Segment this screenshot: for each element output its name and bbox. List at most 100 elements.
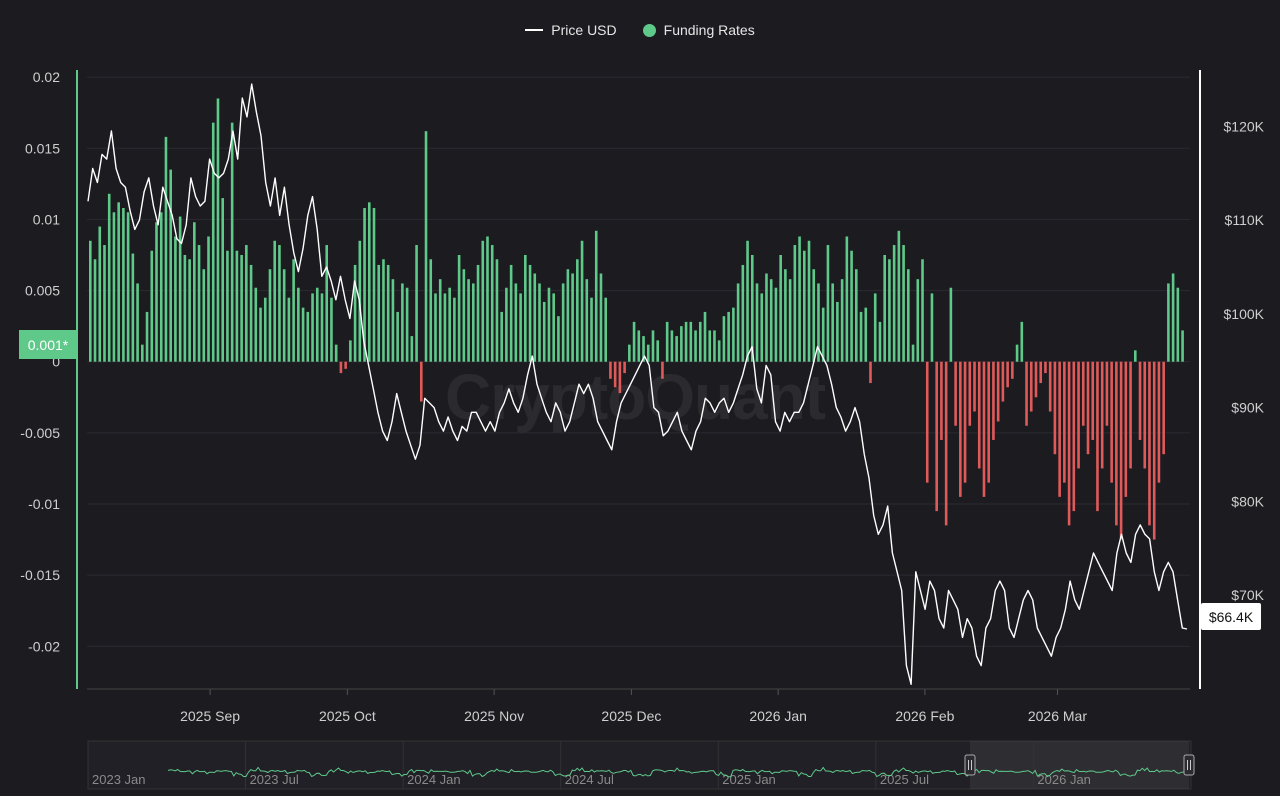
left-axis-tick-label: 0.005 xyxy=(25,283,60,299)
funding-bar xyxy=(684,321,688,362)
navigator-funding-series xyxy=(167,766,1189,778)
funding-bar xyxy=(959,361,962,497)
funding-bar xyxy=(1138,361,1142,440)
funding-bar xyxy=(599,273,603,362)
funding-bar xyxy=(509,264,513,362)
funding-bar xyxy=(741,264,745,362)
funding-bar xyxy=(940,361,943,440)
funding-bar xyxy=(1020,321,1024,362)
left-axis-tick-label: -0.015 xyxy=(20,567,60,583)
funding-bar xyxy=(1025,361,1028,426)
funding-bar xyxy=(973,361,976,412)
funding-bar xyxy=(1167,283,1170,362)
funding-bar xyxy=(1063,361,1066,483)
funding-bar xyxy=(505,287,508,362)
funding-bar xyxy=(453,297,456,362)
funding-bar xyxy=(297,287,300,362)
funding-bar xyxy=(987,361,991,483)
funding-bar xyxy=(732,307,735,362)
funding-bar xyxy=(150,250,154,362)
funding-bar xyxy=(836,301,839,362)
funding-bar xyxy=(618,361,622,394)
funding-bar xyxy=(282,269,286,362)
x-axis-tick-label: 2025 Dec xyxy=(601,708,661,724)
funding-bar xyxy=(211,122,215,362)
funding-bar xyxy=(344,361,347,369)
funding-bar xyxy=(178,216,182,362)
funding-bar xyxy=(419,361,423,402)
funding-bar xyxy=(391,279,395,362)
funding-bar xyxy=(557,316,560,362)
navigator-tick-label: 2025 Jul xyxy=(880,772,929,787)
price-line-swatch xyxy=(525,29,544,31)
funding-bar xyxy=(873,293,877,362)
funding-bar xyxy=(921,259,924,362)
funding-bar xyxy=(708,330,712,362)
funding-bar xyxy=(1162,361,1165,455)
funding-bar xyxy=(301,307,305,362)
funding-bar xyxy=(1133,350,1137,362)
funding-bar xyxy=(1039,361,1043,384)
funding-bar xyxy=(311,293,314,362)
funding-bar xyxy=(949,287,953,362)
funding-bar xyxy=(547,287,551,362)
funding-bar xyxy=(604,297,607,362)
funding-bar xyxy=(1096,361,1099,512)
funding-bar xyxy=(197,245,201,362)
funding-bar xyxy=(1048,361,1052,412)
funding-bar xyxy=(793,245,797,362)
funding-bar xyxy=(89,240,92,362)
funding-bar xyxy=(675,336,678,362)
funding-bar xyxy=(750,254,754,362)
funding-bar xyxy=(585,279,589,362)
funding-bar xyxy=(817,283,820,362)
funding-bar xyxy=(377,264,381,362)
right-axis-tick-label: $90K xyxy=(1231,400,1264,416)
left-axis-tick-label: 0.01 xyxy=(33,211,60,227)
funding-bar xyxy=(779,254,782,362)
funding-bar xyxy=(977,361,981,469)
funding-bar xyxy=(334,344,338,362)
funding-bar xyxy=(98,226,102,362)
right-axis-tick-label: $100K xyxy=(1224,306,1265,322)
legend-item-price[interactable]: Price USD xyxy=(525,22,617,38)
x-axis-tick-label: 2026 Mar xyxy=(1028,708,1087,724)
funding-bar xyxy=(1034,361,1038,398)
funding-bar xyxy=(1115,361,1118,526)
funding-bar xyxy=(438,279,442,362)
funding-bar xyxy=(183,254,187,362)
legend-item-funding[interactable]: Funding Rates xyxy=(642,22,755,38)
funding-bar xyxy=(755,283,759,362)
funding-bar xyxy=(1058,361,1061,497)
funding-bar xyxy=(935,361,938,512)
funding-bar xyxy=(396,311,399,362)
funding-bar xyxy=(415,245,418,362)
left-axis-tick-label: 0.02 xyxy=(33,69,60,85)
navigator-tick-label: 2024 Jan xyxy=(407,772,461,787)
funding-bar xyxy=(259,307,262,362)
funding-bar xyxy=(1081,361,1085,426)
funding-bar xyxy=(1152,361,1156,540)
right-axis-tick-label: $80K xyxy=(1231,493,1264,509)
funding-bar xyxy=(864,307,868,362)
funding-bar xyxy=(405,287,409,362)
funding-bar xyxy=(434,293,437,362)
funding-bar xyxy=(472,283,475,362)
funding-bar xyxy=(911,344,915,362)
funding-bar xyxy=(1124,361,1128,497)
funding-bar xyxy=(722,316,726,362)
funding-dot-swatch xyxy=(642,23,656,37)
funding-bar xyxy=(533,273,537,362)
funding-bar xyxy=(571,273,574,362)
funding-bar xyxy=(746,240,749,362)
current-price-badge: $66.4K xyxy=(1201,603,1261,630)
funding-bar xyxy=(992,361,995,440)
funding-bar xyxy=(1001,361,1005,402)
funding-bar xyxy=(467,279,470,362)
funding-bar xyxy=(126,212,130,362)
funding-bar xyxy=(859,311,863,362)
funding-bar xyxy=(429,259,433,362)
funding-bar xyxy=(268,269,272,362)
x-axis-tick-label: 2025 Nov xyxy=(464,708,524,724)
funding-bar xyxy=(325,245,329,362)
